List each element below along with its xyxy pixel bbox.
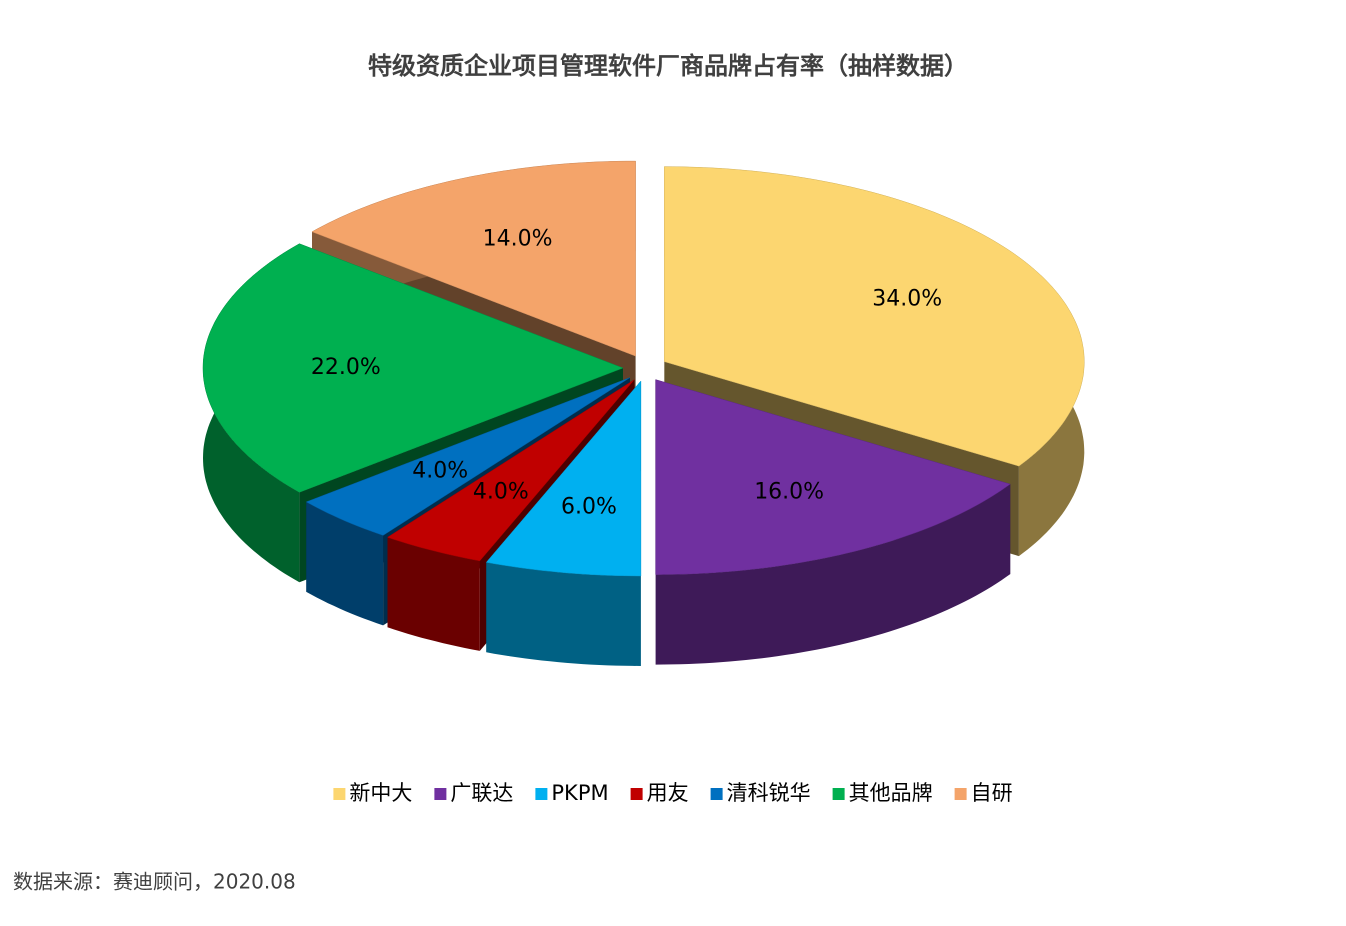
legend-swatch — [434, 788, 447, 800]
legend: 新中大 广联达 PKPM 用友 清科锐华 其他品牌 自研 — [333, 781, 1013, 805]
legend-swatch — [535, 788, 548, 800]
legend-label: 清科锐华 — [727, 781, 811, 805]
legend-label: 用友 — [647, 781, 689, 805]
slice — [202, 243, 624, 493]
value-label: 4.0% — [412, 458, 468, 483]
legend-label: 广联达 — [450, 781, 513, 805]
slice — [655, 379, 1011, 575]
legend-label: PKPM — [551, 781, 608, 805]
legend-swatch — [710, 788, 723, 800]
slice — [386, 379, 635, 562]
legend-label: 自研 — [971, 781, 1013, 805]
chart-title: 特级资质企业项目管理软件厂商品牌占有率（抽样数据） — [368, 52, 968, 80]
slice-side — [655, 484, 1011, 665]
slice-side — [306, 501, 384, 626]
slice-side — [387, 537, 480, 651]
value-label: 16.0% — [754, 479, 824, 504]
slice-wall — [306, 377, 630, 592]
source-note: 数据来源：赛迪顾问，2020.08 — [13, 870, 296, 894]
legend-swatch — [333, 788, 346, 800]
value-label: 4.0% — [473, 479, 529, 504]
legend-swatch — [630, 788, 643, 800]
slice-side — [486, 562, 641, 666]
value-label: 22.0% — [311, 355, 381, 380]
value-label: 14.0% — [483, 227, 553, 252]
legend-swatch — [954, 788, 967, 800]
value-label: 34.0% — [872, 287, 942, 312]
pie-3d — [202, 160, 1085, 666]
legend-label: 其他品牌 — [849, 781, 933, 805]
slice — [311, 160, 636, 357]
slice — [485, 380, 642, 577]
value-label: 6.0% — [561, 494, 617, 519]
legend-label: 新中大 — [349, 781, 412, 805]
legend-swatch — [832, 788, 845, 800]
slice — [664, 166, 1085, 467]
slice — [305, 377, 631, 536]
